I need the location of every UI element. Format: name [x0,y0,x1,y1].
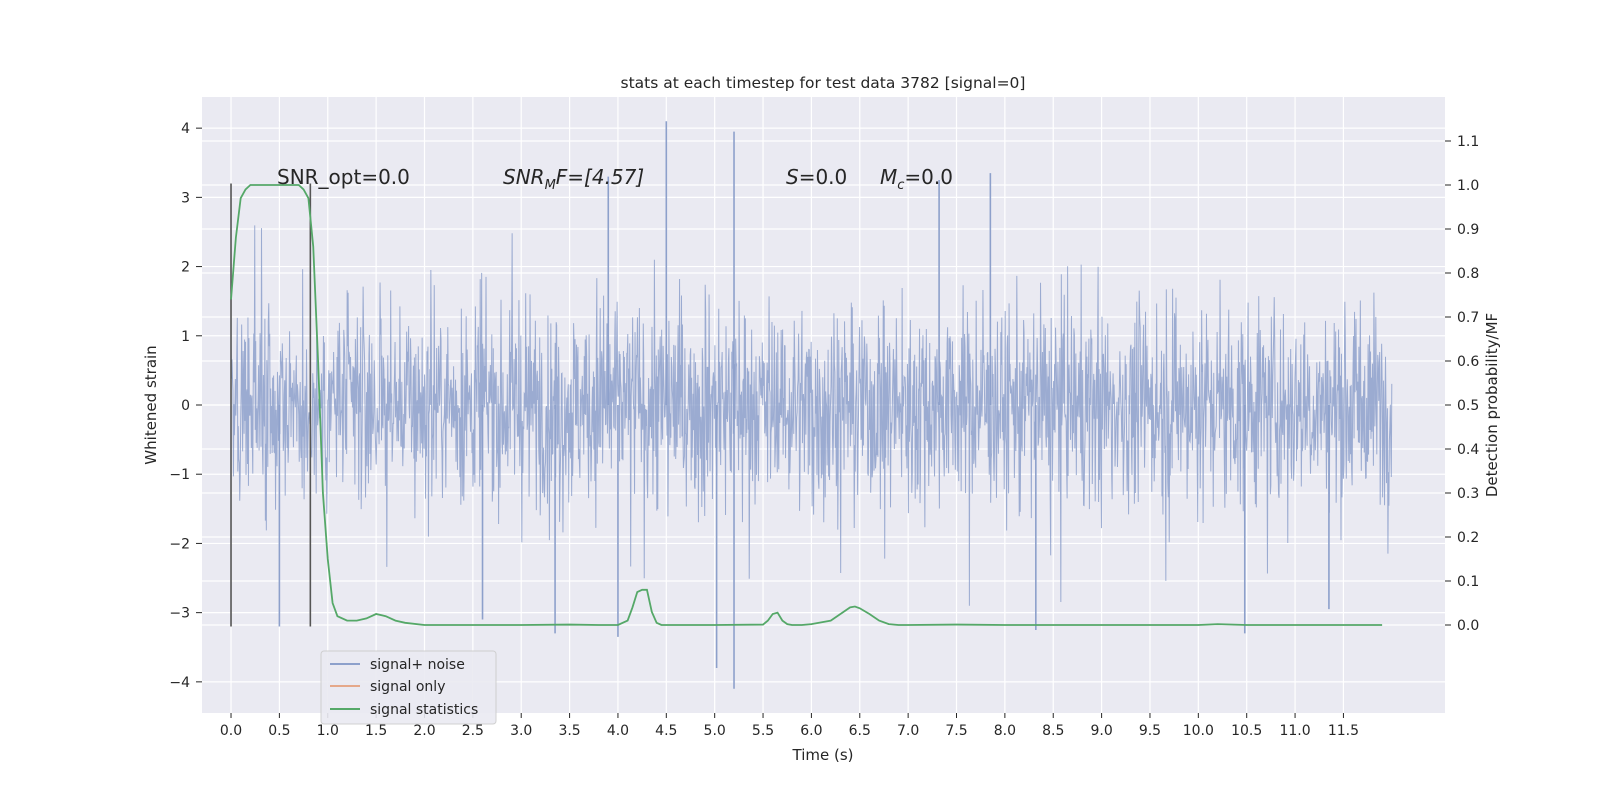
x-tick-label: 1.5 [365,723,387,739]
x-tick-label: 3.5 [558,723,580,739]
vertical-markers [230,183,312,627]
x-tick-label: 9.0 [1090,723,1112,739]
x-tick-label: 6.5 [849,723,871,739]
statistics-series [230,184,1383,626]
x-tick-label: 5.0 [704,723,726,739]
y-tick-label: 1 [181,329,190,345]
y-tick-label-right: 0.2 [1457,530,1479,546]
y-tick-label: −2 [169,536,190,552]
y-tick-label-right: 1.0 [1457,178,1479,194]
annotations: SNR_opt=0.0 SNRMF=[4.57] S=0.0 Mc=0.0 [277,165,953,193]
x-tick-label: 8.0 [994,723,1016,739]
x-tick-label: 2.0 [413,723,435,739]
y-tick-label: 0 [181,398,190,414]
x-tick-label: 8.5 [1042,723,1064,739]
y-tick-label-right: 0.6 [1457,354,1479,370]
x-tick-label: 5.5 [752,723,774,739]
x-axis-label: Time (s) [792,746,854,764]
x-tick-label: 0.5 [268,723,290,739]
x-ticks: 0.0 0.5 1.0 1.5 2.0 2.5 3.0 3.5 4.0 4.5 5.0 5.5 6.0 6… [220,713,1359,739]
y-tick-label-right: 0.3 [1457,486,1479,502]
x-tick-label: 0.0 [220,723,242,739]
legend-box [320,650,497,725]
y-tick-label-right: 0.5 [1457,398,1479,414]
x-tick-label: 2.5 [462,723,484,739]
x-tick-label: 4.0 [607,723,629,739]
y-tick-label-right: 0.8 [1457,266,1479,282]
noise-series [230,121,1393,689]
y-tick-label-right: 0.1 [1457,574,1479,590]
y-tick-label-right: 0.4 [1457,442,1479,458]
signal-noise-line [230,225,1393,606]
x-tick-label: 4.5 [655,723,677,739]
legend-label-signal-statistics: signal statistics [370,702,478,718]
annotation-snr-mf: SNRMF=[4.57] [503,165,644,193]
annotation-mc: Mc=0.0 [880,165,953,193]
x-tick-label: 7.0 [897,723,919,739]
chart-title: stats at each timestep for test data 378… [621,74,1026,92]
signal-statistics-line [230,184,1383,626]
y-tick-label-right: 1.1 [1457,134,1479,150]
x-tick-label: 11.5 [1328,723,1359,739]
y-axis-label: Whitened strain [142,345,160,464]
x-tick-label: 1.0 [317,723,339,739]
y-ticks: 4 3 2 1 0 −1 −2 −3 −4 [169,121,202,691]
x-tick-label: 10.0 [1183,723,1214,739]
annotation-s: S=0.0 [786,165,847,189]
y-tick-label: −1 [169,467,190,483]
y-ticks-right: 1.1 1.0 0.9 0.8 0.7 0.6 0.5 0.4 0.3 0.2 0.1 0.0 [1445,134,1479,634]
y-tick-label: 2 [181,260,190,276]
x-tick-label: 3.0 [510,723,532,739]
y-tick-label: −3 [169,606,190,622]
y-tick-label-right: 0.7 [1457,310,1479,326]
x-tick-label: 9.5 [1139,723,1161,739]
legend-label-signal-noise: signal+ noise [370,657,465,673]
legend-label-signal-only: signal only [370,679,445,695]
legend: signal+ noise signal only signal statist… [320,650,497,725]
y-axis-label-right: Detection probability/MF [1483,313,1501,497]
y-tick-label-right: 0.9 [1457,222,1479,238]
x-tick-label: 7.5 [945,723,967,739]
y-tick-label-right: 0.0 [1457,618,1479,634]
x-tick-label: 6.0 [800,723,822,739]
y-tick-label: 3 [181,190,190,206]
x-tick-label: 10.5 [1231,723,1262,739]
y-tick-label: −4 [169,675,190,691]
annotation-snr-opt: SNR_opt=0.0 [277,165,410,189]
y-tick-label: 4 [181,121,190,137]
x-tick-label: 11.0 [1279,723,1310,739]
